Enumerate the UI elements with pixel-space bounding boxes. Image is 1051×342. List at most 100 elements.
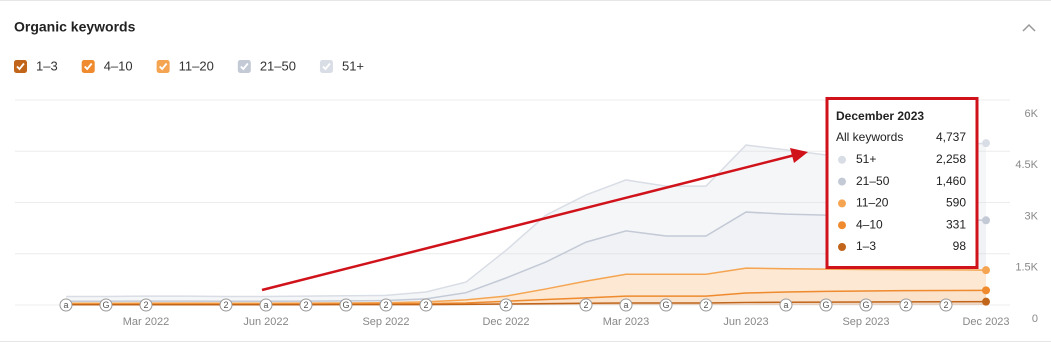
event-label: G [822, 300, 829, 310]
area [66, 143, 986, 302]
tooltip-value: 98 [953, 239, 967, 253]
event-marker[interactable] [899, 298, 913, 312]
legend-label: 11–20 [179, 58, 214, 73]
y-tick-label: 0 [1032, 313, 1038, 325]
event-marker[interactable] [379, 298, 393, 312]
legend-item[interactable]: 21–50 [237, 58, 296, 73]
x-tick-label: Sep 2023 [842, 316, 889, 328]
event-label: 2 [303, 300, 308, 310]
tooltip-value: 1,460 [936, 174, 966, 188]
legend-item[interactable]: 4–10 [81, 58, 133, 73]
area-line [66, 267, 987, 305]
event-marker[interactable] [859, 298, 873, 312]
x-tick-label: Mar 2023 [603, 316, 649, 328]
legend-item[interactable]: 51+ [319, 58, 364, 73]
legend-label: 1–3 [36, 58, 58, 73]
event-label: 2 [703, 300, 708, 310]
tooltip-value: 331 [946, 217, 966, 231]
x-tick-label: Jun 2023 [723, 316, 768, 328]
event-label: a [783, 300, 788, 310]
end-dot [982, 266, 990, 275]
legend-check [158, 62, 168, 71]
end-dot [982, 297, 990, 306]
legend-check [240, 62, 249, 71]
area-line [66, 300, 987, 306]
highlight-box [825, 97, 979, 269]
area [66, 290, 986, 305]
event-marker[interactable] [779, 298, 793, 312]
legend-label: 21–50 [260, 58, 296, 73]
event-marker[interactable] [619, 298, 633, 312]
event-marker[interactable] [579, 298, 593, 312]
tooltip-value: 590 [946, 196, 966, 210]
legend-label: 4–10 [104, 58, 133, 73]
tooltip-label: 11–20 [856, 196, 889, 210]
event-marker[interactable] [819, 298, 833, 312]
y-tick-label: 6K [1025, 108, 1039, 120]
tooltip-dot [838, 221, 846, 230]
event-marker[interactable] [59, 298, 73, 312]
event-marker[interactable] [499, 298, 513, 312]
end-dot [982, 286, 990, 295]
tooltip-value: 4,737 [936, 130, 966, 144]
legend-label: 51+ [342, 58, 364, 73]
event-label: 2 [943, 300, 948, 310]
tooltip-dot [838, 199, 846, 208]
event-label: 2 [423, 300, 428, 310]
event-label: 2 [583, 300, 588, 310]
end-dot [982, 216, 990, 225]
legend-check [16, 62, 25, 71]
event-marker[interactable] [299, 298, 313, 312]
tooltip-label: 1–3 [856, 239, 876, 253]
tooltip-label: 21–50 [856, 174, 890, 188]
event-label: G [102, 300, 109, 310]
event-label: G [342, 300, 349, 310]
tooltip-dot [838, 155, 846, 164]
event-marker[interactable] [259, 298, 273, 312]
event-label: G [862, 300, 869, 310]
event-marker[interactable] [219, 298, 233, 312]
event-label: 2 [143, 300, 148, 310]
end-dot [982, 139, 990, 148]
event-marker[interactable] [699, 298, 713, 312]
event-marker[interactable] [659, 298, 673, 312]
event-label: G [662, 300, 669, 310]
x-tick-label: Dec 2022 [482, 316, 529, 328]
event-label: 2 [223, 300, 228, 310]
event-marker[interactable] [99, 298, 113, 312]
tooltip-label: 51+ [856, 152, 876, 166]
event-marker[interactable] [419, 298, 433, 312]
area [66, 212, 986, 304]
event-marker[interactable] [939, 298, 953, 312]
tooltip-value: 2,258 [936, 152, 966, 166]
y-tick-label: 1.5K [1015, 262, 1038, 274]
area [66, 268, 986, 305]
x-tick-label: Sep 2022 [362, 316, 409, 328]
event-label: 2 [383, 300, 388, 310]
tooltip-label: All keywords [836, 130, 903, 144]
tooltip-dot [838, 243, 846, 251]
event-label: 2 [503, 300, 508, 310]
event-label: 2 [903, 300, 908, 310]
legend-item[interactable]: 11–20 [156, 58, 214, 73]
legend-check [322, 62, 331, 71]
event-label: a [63, 300, 68, 310]
event-marker[interactable] [139, 298, 153, 312]
x-tick-label: Jun 2022 [243, 316, 288, 328]
y-tick-label: 3K [1025, 210, 1039, 222]
highlight-arrowhead [790, 148, 808, 163]
event-marker[interactable] [339, 298, 353, 312]
tooltip-box [828, 99, 976, 267]
event-label: a [623, 300, 628, 310]
x-tick-label: Mar 2022 [123, 316, 169, 328]
legend-item[interactable]: 1–3 [14, 58, 58, 73]
highlight-arrow [261, 153, 796, 292]
tooltip-dot [838, 177, 846, 186]
tooltip-label: 4–10 [856, 217, 883, 231]
event-label: a [263, 300, 268, 310]
legend-check [84, 62, 93, 71]
y-tick-label: 4.5K [1015, 159, 1038, 171]
collapse-chevron[interactable] [1022, 23, 1036, 32]
tooltip-title: December 2023 [836, 109, 924, 123]
